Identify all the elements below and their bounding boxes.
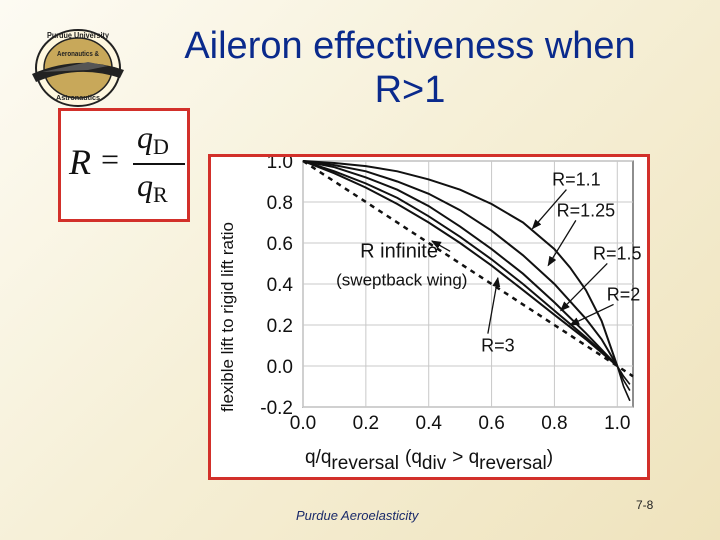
- r-infinite-arrow: [430, 240, 451, 252]
- aileron-effectiveness-chart: flexible lift to rigid lift ratio 0.0 0.2…: [218, 157, 642, 474]
- x-label-part-3-sub: reversal: [479, 453, 547, 474]
- chart-frame: flexible lift to rigid lift ratio 0.0 0.2…: [208, 154, 650, 480]
- reversal-tail-2: [616, 365, 631, 385]
- x-tick-label: 0.4: [416, 413, 443, 434]
- y-tick-label: 1.0: [267, 157, 293, 173]
- annotation-label: R=3: [481, 336, 515, 356]
- x-label-part-3: > q: [452, 447, 479, 468]
- slide-title-line2: R>1: [374, 69, 446, 111]
- annotation-arrow: [487, 276, 501, 334]
- y-tick-label: 0.4: [267, 275, 294, 296]
- y-tick-label: 0.0: [267, 357, 293, 378]
- x-tick-label: 0.2: [353, 413, 379, 434]
- slide-title: Aileron effectiveness when R>1: [140, 24, 680, 112]
- x-tick-label: 0.6: [478, 413, 504, 434]
- formula-numerator: qD: [137, 119, 169, 160]
- annotation-arrow: [531, 189, 567, 230]
- formula-denominator-sub: R: [153, 182, 168, 207]
- annotation-arrow: [569, 303, 614, 326]
- annotation-label: R=1.25: [557, 200, 616, 220]
- annotation-arrow: [547, 220, 577, 267]
- formula-fraction-bar: [133, 163, 185, 165]
- series-line-r-1-5: [302, 160, 619, 367]
- page-number: 7-8: [636, 498, 654, 512]
- slide-title-line1: Aileron effectiveness when: [184, 25, 636, 67]
- x-label-part-4: ): [547, 447, 553, 468]
- x-tick-label: 0.0: [290, 413, 316, 434]
- y-tick-label: 0.8: [267, 193, 293, 214]
- series-line-r-1-25: [302, 160, 619, 367]
- annotation-label: R=1.1: [552, 170, 601, 190]
- x-tick-label: 1.0: [604, 413, 630, 434]
- y-tick-label: 0.6: [267, 234, 293, 255]
- series-line-r-1-1: [302, 160, 619, 367]
- y-tick-label: -0.2: [260, 398, 293, 419]
- x-label-part-2: (q: [405, 447, 422, 468]
- r-infinite-label: R infinite: [360, 240, 438, 262]
- purdue-logo: Purdue University Aeronautics & Astronau…: [28, 26, 124, 110]
- footer-text: Purdue Aeroelasticity: [296, 508, 419, 523]
- annotation-label: R=1.5: [593, 243, 642, 263]
- x-label-part-1: q/q: [305, 447, 331, 468]
- logo-top-text: Purdue University: [47, 31, 109, 40]
- series-line-r-3: [302, 160, 618, 367]
- formula-numerator-var: q: [137, 119, 153, 155]
- x-label-part-2-sub: div: [422, 453, 447, 474]
- y-tick-label: 0.2: [267, 316, 293, 337]
- logo-bottom-text: Astronautics: [56, 95, 100, 102]
- y-axis-label: flexible lift to rigid lift ratio: [218, 222, 237, 412]
- formula-lhs: R: [69, 142, 91, 182]
- logo-middle-text: Aeronautics &: [57, 51, 99, 58]
- x-axis-label: q/qreversal (qdiv > qreversal): [305, 447, 553, 474]
- reversal-tail-1: [616, 365, 631, 402]
- ratio-formula: R = qD qR: [58, 108, 190, 222]
- formula-denominator-var: q: [137, 167, 153, 203]
- x-tick-label: 0.8: [541, 413, 567, 434]
- series-line-r-2: [302, 160, 618, 367]
- sweptback-wing-label: (sweptback wing): [336, 270, 467, 289]
- annotation-label: R=2: [607, 284, 641, 304]
- formula-equals: =: [101, 141, 120, 177]
- formula-denominator: qR: [137, 167, 168, 208]
- x-label-part-1-sub: reversal: [331, 453, 399, 474]
- annotation-arrow: [560, 262, 608, 312]
- formula-numerator-sub: D: [153, 134, 169, 159]
